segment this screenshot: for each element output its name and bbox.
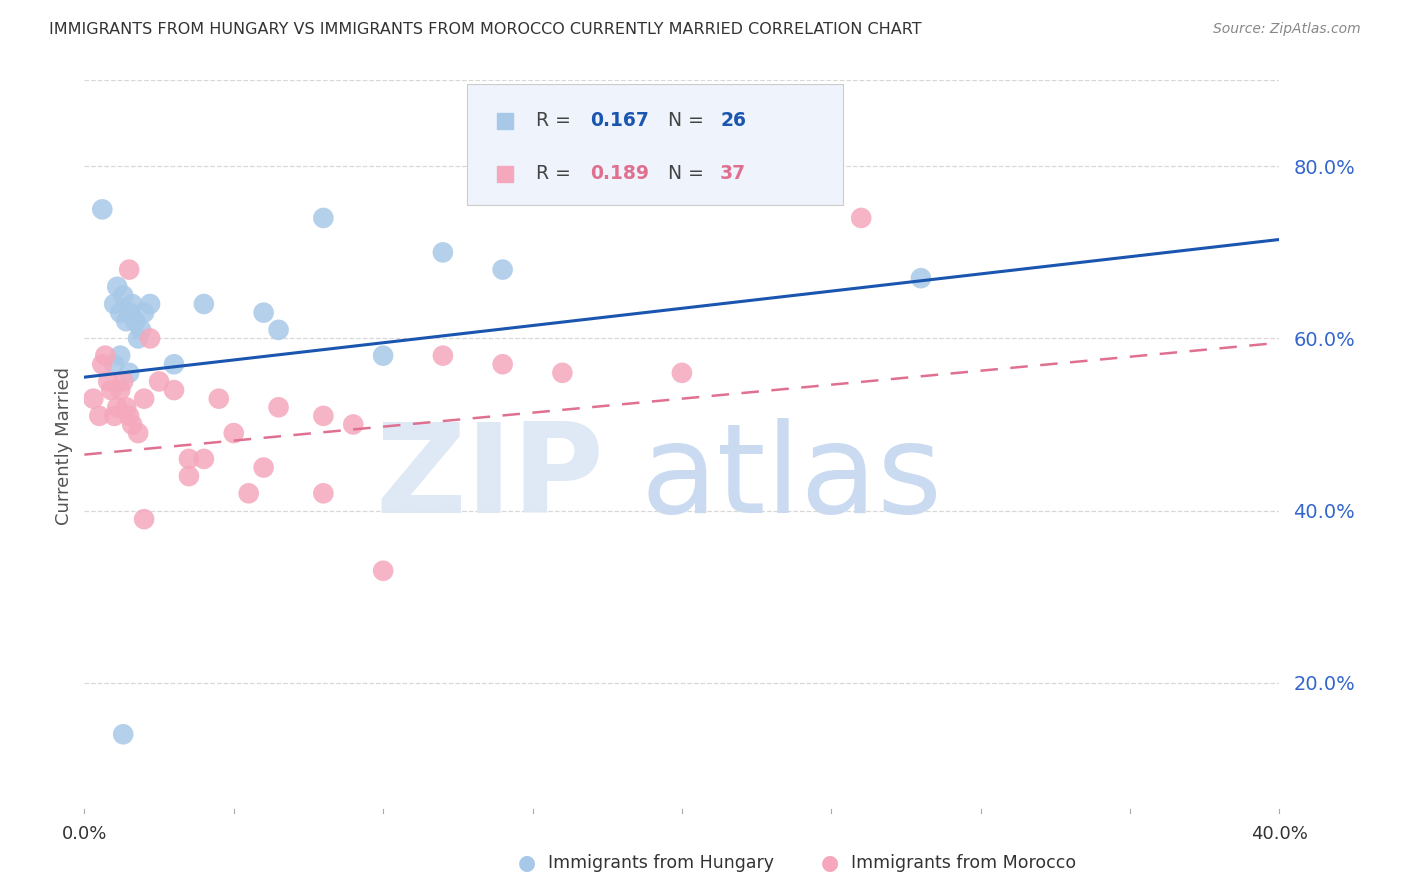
Point	[94, 349, 117, 363]
Point	[124, 314, 146, 328]
Text: 26: 26	[720, 112, 747, 130]
Point	[177, 469, 200, 483]
Point	[312, 409, 335, 423]
Text: N =: N =	[668, 164, 703, 184]
Point	[115, 314, 138, 328]
Point	[267, 323, 290, 337]
Point	[492, 262, 515, 277]
Point	[112, 375, 135, 389]
Point	[193, 451, 215, 466]
Point	[139, 331, 162, 345]
Point	[110, 383, 132, 397]
Point	[91, 357, 114, 371]
Text: ●: ●	[821, 854, 838, 873]
Point	[222, 426, 245, 441]
Point	[253, 305, 276, 319]
Point	[127, 331, 149, 345]
Point	[851, 211, 873, 225]
Text: R =: R =	[536, 164, 571, 184]
Point	[342, 417, 364, 432]
Point	[208, 392, 231, 406]
Point	[373, 564, 395, 578]
Text: 37: 37	[720, 164, 747, 184]
Point	[103, 409, 125, 423]
Point	[253, 460, 276, 475]
FancyBboxPatch shape	[467, 84, 844, 204]
Point	[312, 486, 335, 500]
Point	[110, 349, 132, 363]
Point	[163, 357, 186, 371]
Point	[139, 297, 162, 311]
Text: 0.167: 0.167	[591, 112, 648, 130]
Text: N =: N =	[668, 112, 703, 130]
Point	[129, 323, 152, 337]
Point	[193, 297, 215, 311]
Point	[115, 401, 138, 415]
Text: 0.0%: 0.0%	[62, 824, 107, 843]
Point	[432, 349, 454, 363]
Point	[121, 417, 143, 432]
Point	[121, 297, 143, 311]
Text: ZIP: ZIP	[375, 418, 605, 540]
Text: Immigrants from Hungary: Immigrants from Hungary	[548, 855, 775, 872]
Text: Immigrants from Morocco: Immigrants from Morocco	[851, 855, 1076, 872]
Point	[110, 305, 132, 319]
Point	[432, 245, 454, 260]
Text: ●: ●	[519, 854, 536, 873]
Text: IMMIGRANTS FROM HUNGARY VS IMMIGRANTS FROM MOROCCO CURRENTLY MARRIED CORRELATION: IMMIGRANTS FROM HUNGARY VS IMMIGRANTS FR…	[49, 22, 922, 37]
Point	[100, 383, 122, 397]
Point	[112, 727, 135, 741]
Point	[132, 512, 156, 526]
Point	[671, 366, 693, 380]
Point	[82, 392, 104, 406]
Point	[118, 262, 141, 277]
Point	[105, 401, 128, 415]
Point	[551, 366, 574, 380]
Point	[492, 357, 515, 371]
Text: R =: R =	[536, 112, 571, 130]
Point	[118, 366, 141, 380]
Point	[127, 426, 149, 441]
Text: Source: ZipAtlas.com: Source: ZipAtlas.com	[1213, 22, 1361, 37]
Point	[238, 486, 260, 500]
Point	[177, 451, 200, 466]
Point	[97, 375, 120, 389]
Point	[118, 409, 141, 423]
Point	[112, 288, 135, 302]
Text: atlas: atlas	[640, 418, 942, 540]
Point	[910, 271, 932, 285]
Point	[118, 305, 141, 319]
Point	[373, 349, 395, 363]
Point	[163, 383, 186, 397]
Point	[91, 202, 114, 217]
Point	[103, 357, 125, 371]
Point	[89, 409, 111, 423]
Text: 0.189: 0.189	[591, 164, 650, 184]
Point	[103, 297, 125, 311]
Point	[267, 401, 290, 415]
Point	[105, 280, 128, 294]
Text: 40.0%: 40.0%	[1251, 824, 1308, 843]
Point	[148, 375, 170, 389]
Y-axis label: Currently Married: Currently Married	[55, 367, 73, 525]
Point	[132, 392, 156, 406]
Point	[312, 211, 335, 225]
Point	[132, 305, 156, 319]
